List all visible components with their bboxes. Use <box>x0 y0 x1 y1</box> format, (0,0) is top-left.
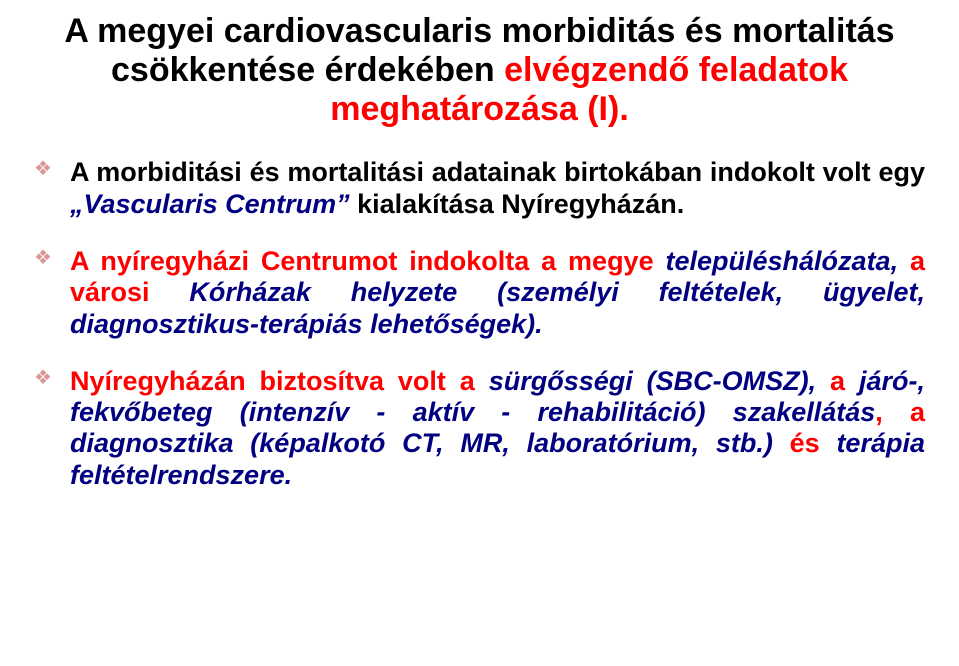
title-line-2: csökkentése érdekében elvégzendő feladat… <box>34 51 925 90</box>
paragraph-2: ❖ A nyíregyházi Centrumot indokolta a me… <box>34 246 925 340</box>
p3-emphasis-1: sürgősségi (SBC-OMSZ), <box>489 366 816 396</box>
paragraph-1: ❖ A morbiditási és mortalitási adatainak… <box>34 157 925 220</box>
paragraph-3: ❖ Nyíregyházán biztosítva volt a sürgőss… <box>34 366 925 491</box>
p1-text-2: kialakítása Nyíregyházán. <box>350 189 685 219</box>
title-line-2-black: csökkentése érdekében <box>111 51 504 89</box>
title-line-3: meghatározása (I). <box>34 90 925 129</box>
diamond-bullet-icon: ❖ <box>34 367 52 390</box>
diamond-bullet-icon: ❖ <box>34 158 52 181</box>
slide-title: A megyei cardiovascularis morbiditás és … <box>34 12 925 129</box>
title-line-2-red: elvégzendő feladatok <box>504 51 848 89</box>
p3-text-3: , a <box>875 397 925 427</box>
p3-text-1: Nyíregyházán biztosítva volt a <box>70 366 489 396</box>
p2-emphasis-2: Kórházak helyzete (személyi feltételek, … <box>70 277 925 338</box>
p1-emphasis: „Vascularis Centrum” <box>70 189 350 219</box>
p3-text-4: és <box>773 428 837 458</box>
p3-text-2: a <box>816 366 859 396</box>
p2-emphasis-1: településhálózata, <box>666 246 899 276</box>
p1-text-1: A morbiditási és mortalitási adatainak b… <box>70 157 925 187</box>
title-line-1: A megyei cardiovascularis morbiditás és … <box>34 12 925 51</box>
diamond-bullet-icon: ❖ <box>34 247 52 270</box>
slide-page: A megyei cardiovascularis morbiditás és … <box>0 0 959 666</box>
p3-emphasis-3: diagnosztika (képalkotó CT, MR, laborató… <box>70 428 773 458</box>
p2-text-1: A nyíregyházi Centrumot indokolta a megy… <box>70 246 666 276</box>
